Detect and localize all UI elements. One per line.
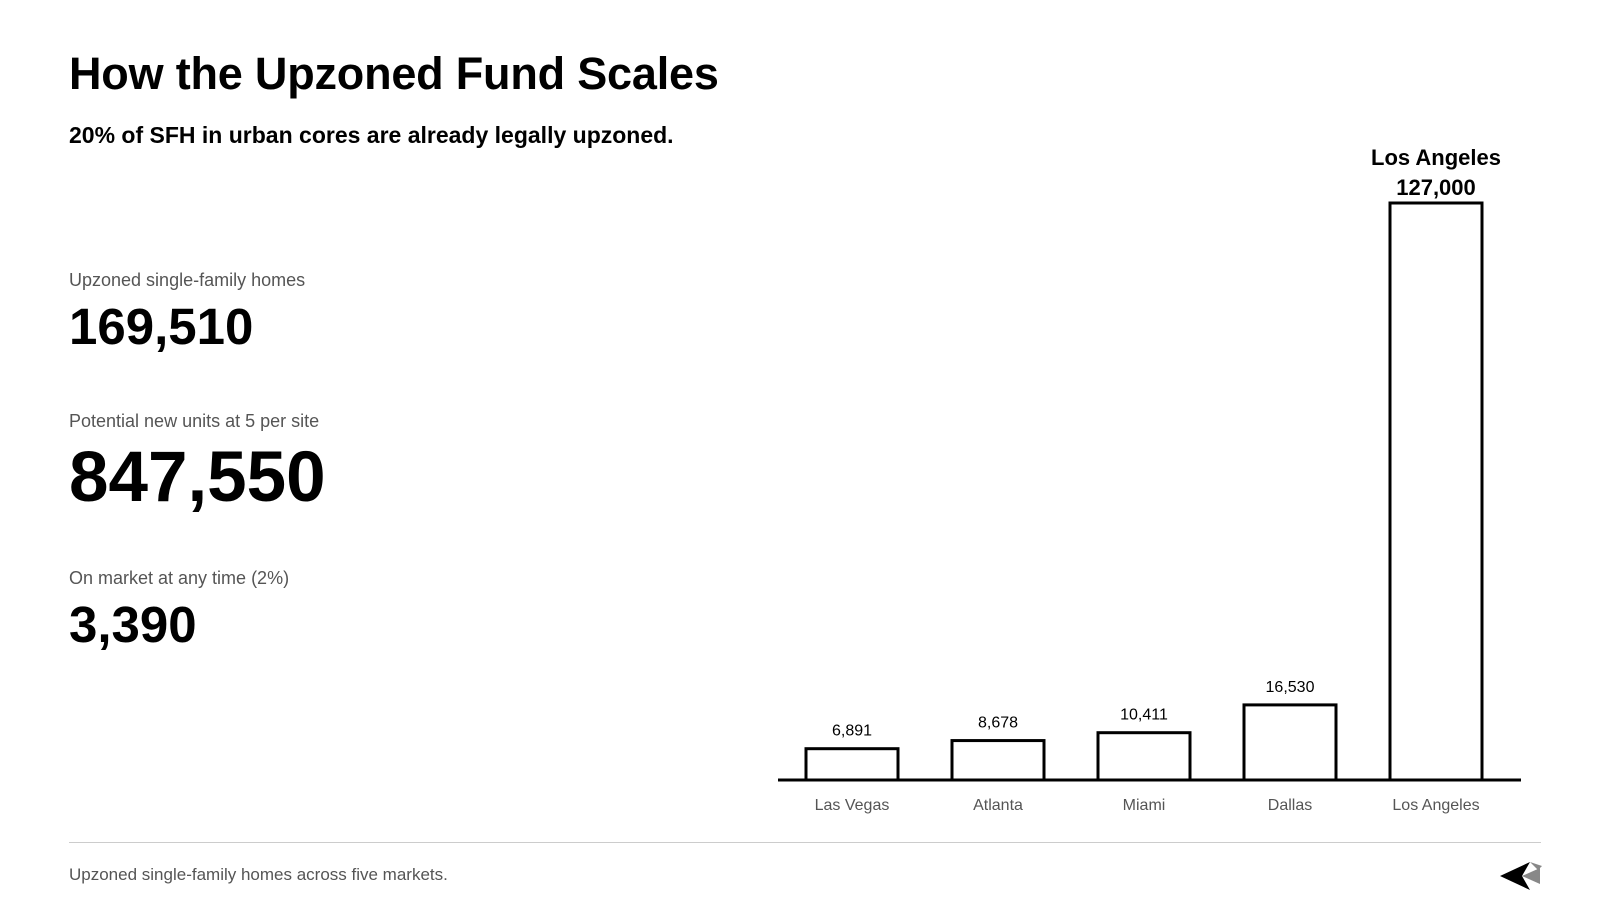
bar-value-label: 8,678: [978, 715, 1018, 732]
stat-label: Upzoned single-family homes: [69, 270, 306, 290]
bar-value-label: 10,411: [1120, 707, 1168, 724]
stat-value: 169,510: [69, 298, 254, 355]
stat-value: 847,550: [69, 438, 326, 517]
stat-upzoned-homes: Upzoned single-family homes 169,510: [69, 270, 305, 352]
footnote: Upzoned single-family homes across five …: [69, 865, 448, 884]
stat-label: Potential new units at 5 per site: [69, 411, 320, 431]
page-title: How the Upzoned Fund Scales: [69, 48, 719, 99]
x-tick-label: Miami: [1123, 797, 1166, 814]
bar-value-label: 6,891: [832, 723, 872, 740]
chart-bar: [1388, 201, 1484, 782]
chart-bar: [804, 747, 900, 782]
highlight-value-label: 127,000: [1396, 175, 1476, 200]
x-tick-label: Los Angeles: [1392, 797, 1479, 814]
stat-on-market: On market at any time (2%) 3,390: [69, 568, 289, 650]
x-tick-label: Las Vegas: [815, 797, 890, 814]
footer-divider: [69, 842, 1541, 843]
bar-value-label: 16,530: [1266, 679, 1315, 696]
chart-bar: [950, 739, 1046, 782]
chart-bar: [1096, 731, 1192, 782]
page-subtitle: 20% of SFH in urban cores are already le…: [69, 122, 674, 148]
x-tick-label: Dallas: [1268, 797, 1312, 814]
chart-bar: [1242, 703, 1338, 782]
stat-label: On market at any time (2%): [69, 568, 290, 588]
stat-value: 3,390: [69, 596, 197, 653]
highlight-category-label: Los Angeles: [1371, 145, 1501, 170]
arrow-logo-icon: [1500, 862, 1542, 890]
stat-potential-units: Potential new units at 5 per site 847,55…: [69, 411, 326, 513]
x-tick-label: Atlanta: [973, 797, 1023, 814]
